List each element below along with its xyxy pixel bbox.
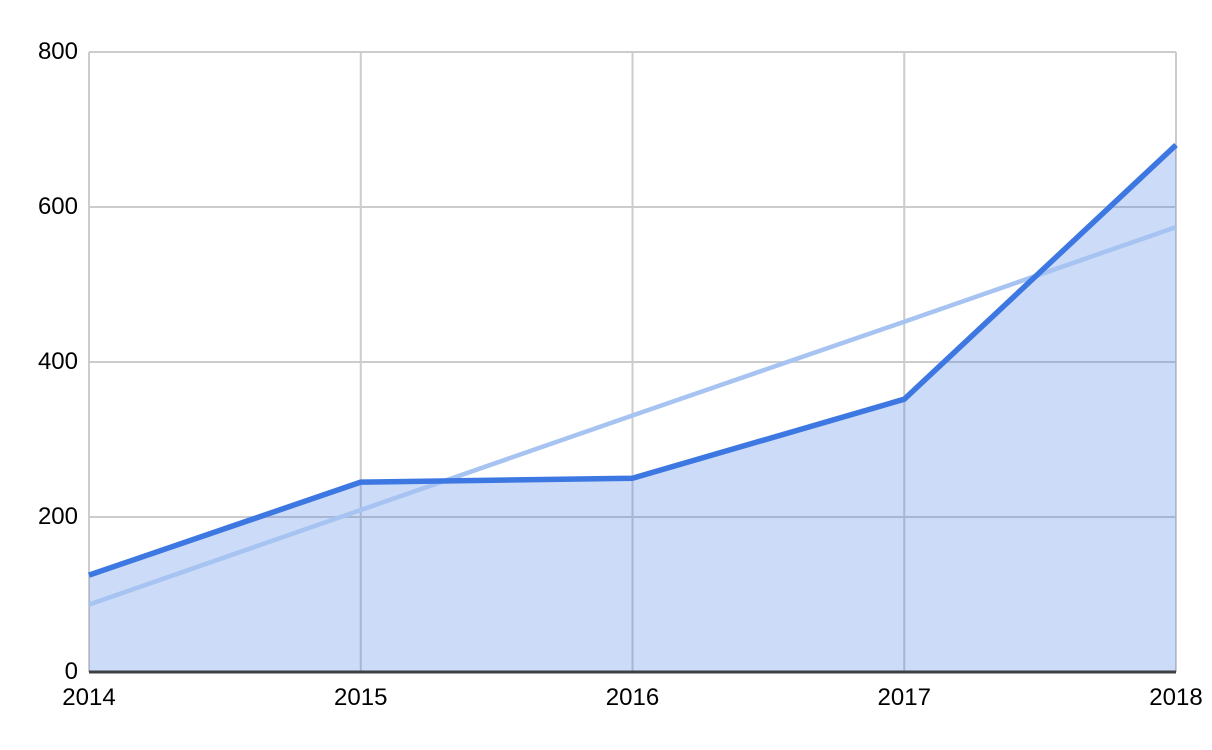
y-tick-label: 800 [37,38,78,65]
y-tick-label: 0 [64,658,78,685]
x-tick-label: 2015 [334,684,388,711]
y-tick-label: 200 [37,503,78,530]
x-tick-label: 2014 [62,684,116,711]
x-tick-label: 2016 [605,684,660,711]
series-area-fill [89,145,1176,672]
y-tick-label: 400 [37,348,78,375]
trendline [88,225,1177,607]
x-tick-label: 2018 [1149,684,1203,711]
series-line [88,142,1178,578]
y-tick-label: 600 [37,193,78,220]
x-tick-label: 2017 [877,684,931,711]
